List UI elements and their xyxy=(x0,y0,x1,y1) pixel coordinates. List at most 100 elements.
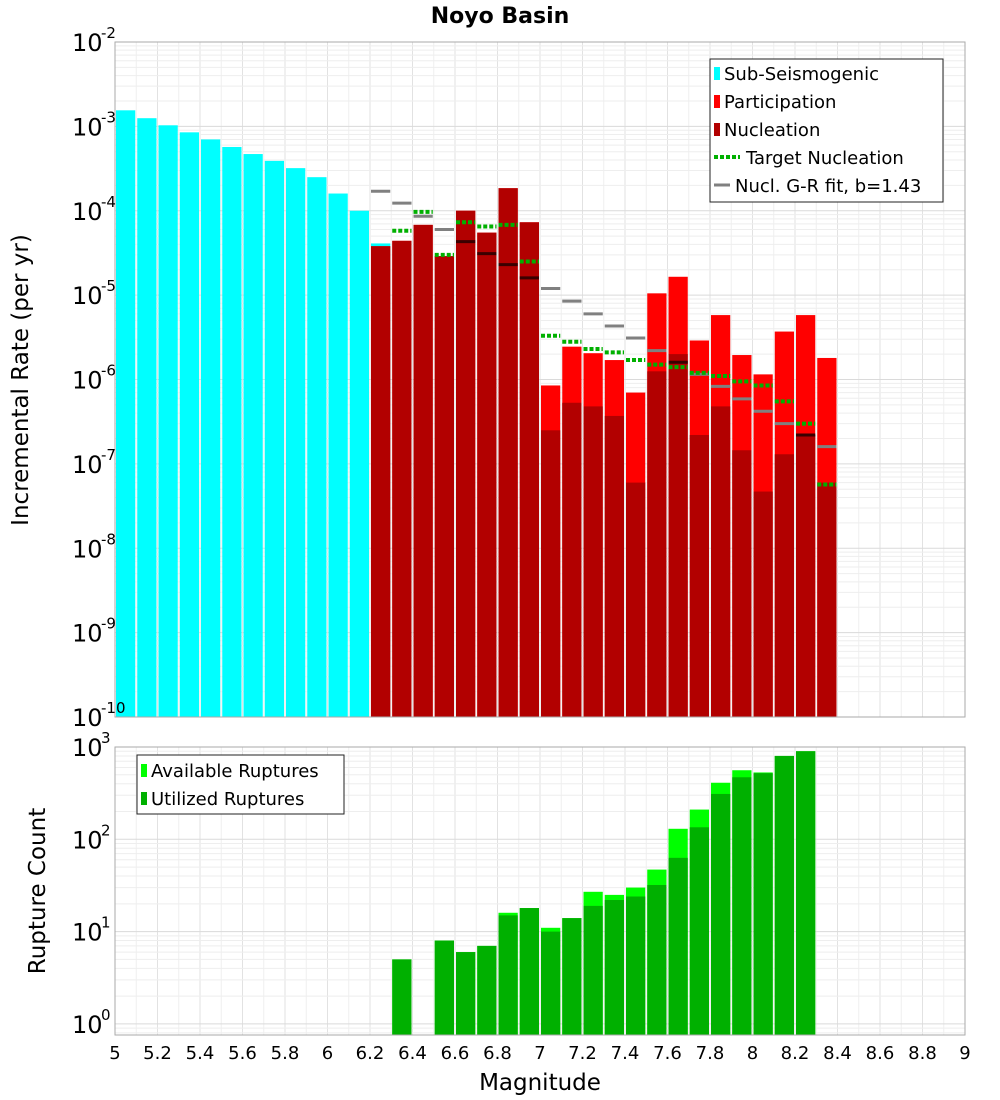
sub-seismogenic-bar xyxy=(137,118,157,717)
x-tick-label: 5.4 xyxy=(186,1043,215,1064)
top-y-tick-label: 10 xyxy=(72,113,103,141)
utilized-ruptures-bar xyxy=(626,896,646,1035)
sub-seismogenic-bar xyxy=(328,193,348,718)
nucleation-bar xyxy=(732,450,752,717)
legend-swatch-utilized xyxy=(141,792,147,805)
top-y-tick-exponent: -10 xyxy=(101,699,126,717)
top-y-tick-exponent: -4 xyxy=(101,193,116,211)
x-tick-label: 6.6 xyxy=(441,1043,470,1064)
top-y-tick-exponent: -9 xyxy=(101,615,116,633)
nucleation-bar xyxy=(519,222,539,717)
x-tick-label: 5 xyxy=(109,1043,120,1064)
x-tick-label: 6.4 xyxy=(398,1043,427,1064)
nucleation-bar xyxy=(583,406,603,717)
nucleation-bar xyxy=(796,434,816,717)
top-y-tick-label: 10 xyxy=(72,704,103,732)
utilized-ruptures-bar xyxy=(562,918,582,1035)
top-plot-frame xyxy=(114,41,966,718)
nucleation-bar xyxy=(434,256,454,717)
sub-seismogenic-bar xyxy=(264,160,284,718)
nucleation-bar xyxy=(413,224,433,717)
utilized-ruptures-bar xyxy=(541,931,561,1035)
utilized-ruptures-bar xyxy=(647,884,667,1035)
nucleation-bar xyxy=(477,232,497,717)
nucleation-bar xyxy=(498,188,518,717)
nucleation-bar xyxy=(562,402,582,717)
legend-label-sub-seismogenic: Sub-Seismogenic xyxy=(724,64,879,85)
utilized-ruptures-bar xyxy=(689,827,709,1035)
bottom-legend-frame xyxy=(136,754,345,815)
top-y-tick-exponent: -5 xyxy=(101,277,116,295)
legend-swatch-nucleation xyxy=(714,123,720,136)
sub-seismogenic-bar xyxy=(201,139,221,718)
legend-label-nucleation: Nucleation xyxy=(724,120,820,141)
sub-seismogenic-bar xyxy=(286,168,306,717)
legend-swatch-sub-seismogenic xyxy=(714,67,720,80)
x-tick-label: 7.2 xyxy=(568,1043,597,1064)
top-y-tick-exponent: -2 xyxy=(101,24,116,42)
legend-swatch-participation xyxy=(714,95,720,108)
legend-label-participation: Participation xyxy=(724,92,836,113)
sub-seismogenic-bar xyxy=(158,125,178,717)
utilized-ruptures-bar xyxy=(477,945,497,1035)
x-tick-label: 7.4 xyxy=(611,1043,640,1064)
utilized-ruptures-bar xyxy=(796,751,816,1035)
legend-label-target-nucleation: Target Nucleation xyxy=(745,148,904,169)
top-legend-frame xyxy=(709,58,944,203)
x-tick-label: 7.8 xyxy=(696,1043,725,1064)
bottom-y-tick-label: 10 xyxy=(72,734,103,762)
top-y-tick-label: 10 xyxy=(72,29,103,57)
x-tick-label: 7 xyxy=(534,1043,545,1064)
x-tick-label: 9 xyxy=(959,1043,970,1064)
x-tick-label: 5.8 xyxy=(271,1043,300,1064)
utilized-ruptures-bar xyxy=(456,952,476,1035)
x-tick-label: 8.2 xyxy=(781,1043,810,1064)
top-y-axis-label: Incremental Rate (per yr) xyxy=(8,234,34,526)
nucleation-bar xyxy=(392,240,412,717)
utilized-ruptures-bar xyxy=(392,959,412,1035)
x-tick-label: 6.8 xyxy=(483,1043,512,1064)
sub-seismogenic-bar xyxy=(349,210,369,717)
nucleation-bar xyxy=(753,491,773,717)
top-y-tick-exponent: -3 xyxy=(101,108,116,126)
nucleation-bar xyxy=(647,371,667,717)
utilized-ruptures-bar xyxy=(434,940,454,1035)
legend-label-gr-fit: Nucl. G-R fit, b=1.43 xyxy=(735,176,921,197)
legend-swatch-available xyxy=(141,764,147,777)
bottom-y-tick-exponent: 2 xyxy=(101,821,111,839)
sub-seismogenic-bar xyxy=(222,146,242,718)
utilized-ruptures-bar xyxy=(583,905,603,1035)
sub-seismogenic-bar xyxy=(179,132,199,718)
top-y-tick-exponent: -8 xyxy=(101,530,116,548)
bottom-y-tick-exponent: 1 xyxy=(101,914,111,932)
bottom-y-tick-label: 10 xyxy=(72,919,103,947)
bottom-x-ticks: 5 5.2 5.4 5.6 5.8 6 6.2 6.4 6.6 6.8 7 7.2 7.4 7.6 7.8 8… xyxy=(109,1043,970,1064)
bottom-y-tick-exponent: 3 xyxy=(101,729,111,747)
bottom-bars xyxy=(392,751,816,1035)
x-tick-label: 7.6 xyxy=(653,1043,682,1064)
nucleation-bar xyxy=(689,434,709,717)
top-y-tick-label: 10 xyxy=(72,367,103,395)
x-tick-label: 8 xyxy=(747,1043,758,1064)
bottom-y-axis-label: Rupture Count xyxy=(25,808,51,974)
bottom-y-tick-label: 10 xyxy=(72,826,103,854)
nucleation-bar xyxy=(456,210,476,717)
x-tick-label: 6.2 xyxy=(356,1043,385,1064)
top-y-tick-label: 10 xyxy=(72,620,103,648)
chart-title: Noyo Basin xyxy=(431,4,570,29)
top-y-tick-label: 10 xyxy=(72,451,103,479)
sub-seismogenic-bar xyxy=(116,110,136,717)
top-lines xyxy=(371,189,837,487)
top-y-tick-exponent: -6 xyxy=(101,362,116,380)
x-tick-label: 5.6 xyxy=(228,1043,257,1064)
nucleation-bar xyxy=(711,406,731,717)
nucleation-bar xyxy=(668,354,688,717)
utilized-ruptures-bar xyxy=(604,900,624,1035)
x-tick-label: 8.6 xyxy=(866,1043,895,1064)
utilized-ruptures-bar xyxy=(711,793,731,1035)
